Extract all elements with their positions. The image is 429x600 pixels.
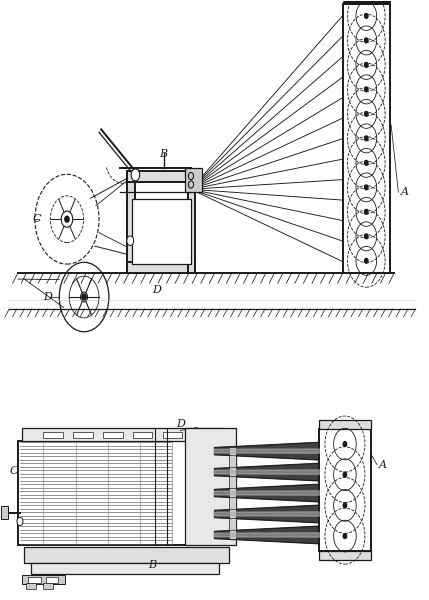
Bar [127,171,195,182]
Circle shape [365,38,368,43]
Text: A: A [379,460,387,470]
Circle shape [365,87,368,92]
Circle shape [127,236,134,245]
Circle shape [343,442,347,446]
Bar [103,431,123,438]
Polygon shape [214,505,319,523]
Bar [184,169,202,192]
Text: C: C [9,466,18,476]
Polygon shape [214,449,319,454]
Bar [230,446,236,539]
Bar [133,431,152,438]
Circle shape [365,136,368,141]
Bar [22,428,223,440]
Circle shape [17,517,23,526]
Circle shape [365,112,368,116]
Bar [127,262,195,273]
Circle shape [365,160,368,165]
Bar [24,547,230,563]
Bar [184,428,236,545]
Circle shape [343,472,347,477]
Bar [133,199,191,264]
Bar [187,171,195,273]
Polygon shape [214,484,319,502]
Bar [30,563,219,574]
Bar [18,440,223,545]
Circle shape [365,185,368,190]
Bar [43,583,53,589]
Polygon shape [214,491,319,495]
Polygon shape [214,470,319,475]
Text: B: B [159,149,167,160]
Polygon shape [214,512,319,516]
Bar [43,431,63,438]
Bar [22,575,65,584]
Polygon shape [214,526,319,544]
Text: D: D [152,285,161,295]
Text: D: D [43,292,52,302]
Bar [319,551,371,560]
Circle shape [65,216,69,222]
Bar [343,4,390,273]
Circle shape [365,14,368,19]
Bar [319,429,371,551]
Bar [319,420,371,429]
Circle shape [365,259,368,263]
Circle shape [82,294,86,300]
Polygon shape [214,442,319,460]
Text: C: C [33,214,41,224]
Bar [28,577,41,583]
Circle shape [365,234,368,239]
Text: B: B [148,560,157,571]
Text: D: D [176,419,185,429]
Circle shape [343,533,347,538]
Bar [26,583,36,589]
Circle shape [343,503,347,508]
Circle shape [365,62,368,67]
Circle shape [365,209,368,214]
Polygon shape [214,463,319,481]
Bar [1,506,9,519]
Bar [127,171,135,273]
Polygon shape [214,533,319,537]
Bar [73,431,93,438]
Bar [163,431,182,438]
Text: A: A [401,187,408,197]
Bar [45,577,58,583]
Circle shape [131,169,140,181]
Bar [343,0,390,4]
